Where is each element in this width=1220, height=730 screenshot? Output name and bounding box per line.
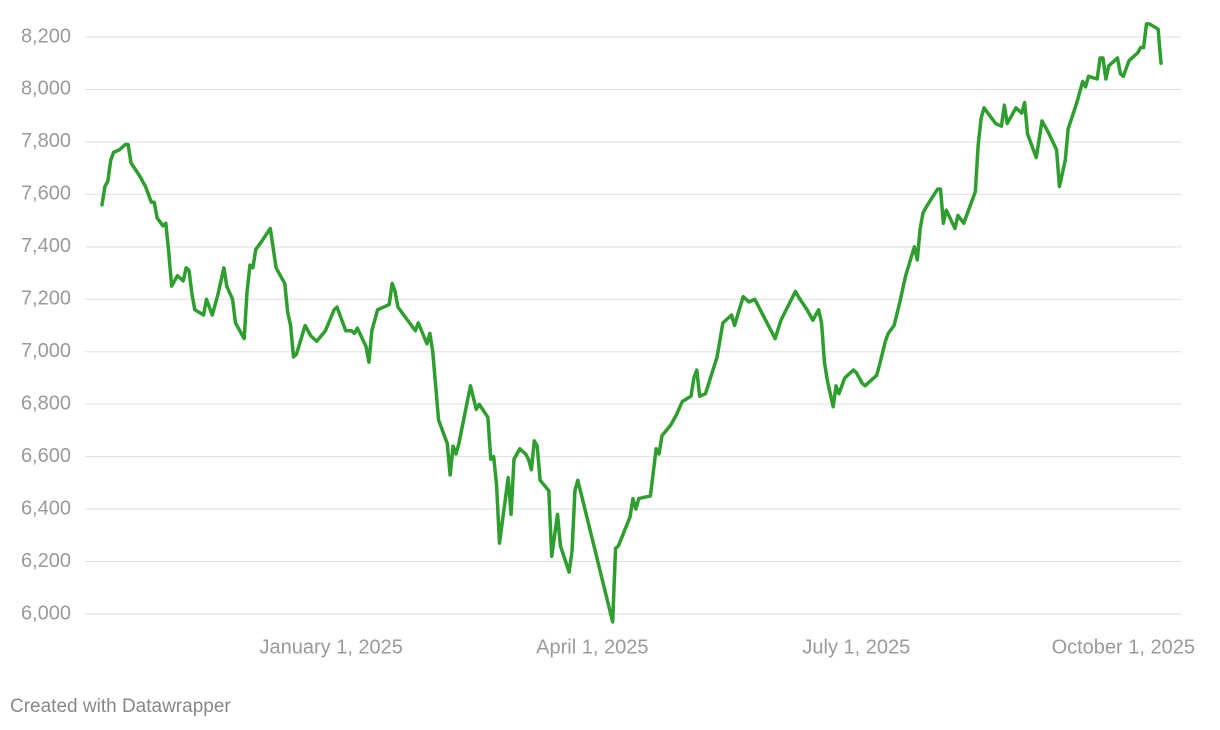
y-tick-label: 6,800 bbox=[21, 392, 71, 414]
y-tick-label: 6,600 bbox=[21, 445, 71, 467]
y-tick-label: 8,200 bbox=[21, 25, 71, 47]
y-tick-label: 7,600 bbox=[21, 183, 71, 205]
footer: Created with Datawrapper bbox=[10, 696, 231, 717]
y-tick-label: 7,800 bbox=[21, 130, 71, 152]
y-tick-label: 7,200 bbox=[21, 288, 71, 310]
y-tick-label: 7,400 bbox=[21, 235, 71, 257]
y-tick-label: 6,200 bbox=[21, 550, 71, 572]
x-tick-label: July 1, 2025 bbox=[802, 636, 910, 658]
y-tick-label: 6,000 bbox=[21, 602, 71, 624]
y-tick-label: 6,400 bbox=[21, 497, 71, 519]
line bbox=[100, 22, 1163, 624]
x-tick-label: April 1, 2025 bbox=[536, 636, 648, 658]
y-tick-label: 7,000 bbox=[21, 340, 71, 362]
y-tick-label: 8,000 bbox=[21, 78, 71, 100]
x-tick-label: January 1, 2025 bbox=[259, 636, 402, 658]
x-tick-label: October 1, 2025 bbox=[1052, 636, 1195, 658]
